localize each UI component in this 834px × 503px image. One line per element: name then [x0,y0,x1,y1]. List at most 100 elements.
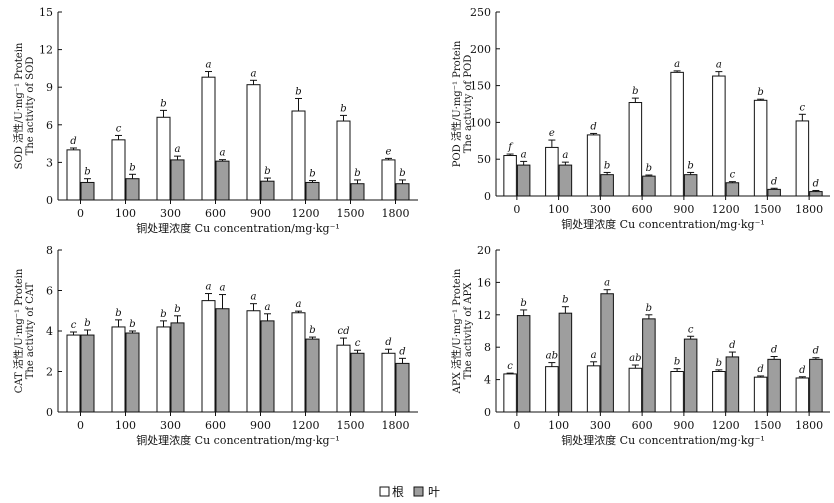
bar-leaf [516,315,531,413]
significance-letter: c [355,338,361,349]
bar-leaf [215,160,230,201]
significance-letter: b [354,168,360,179]
significance-letter: a [591,350,597,361]
bar-leaf [170,159,185,201]
bar-leaf [767,358,781,413]
bar-root [753,99,768,197]
significance-letter: d [70,136,76,147]
significance-letter: d [813,346,819,357]
y-axis-label: SOD 活性/U·mg⁻¹ Protein [12,42,25,169]
legend-swatch-root [379,486,390,497]
significance-letter: b [340,103,346,114]
significance-letter: a [251,292,257,303]
bar-leaf [767,188,781,197]
x-tick-label: 1500 [337,207,365,220]
x-tick-label: 1500 [753,203,781,216]
significance-letter: d [757,364,763,375]
x-tick-label: 100 [548,203,569,216]
significance-letter: b [129,319,135,330]
x-tick-label: 1200 [712,419,740,432]
bar-root [545,366,559,413]
bar-leaf [260,320,275,413]
bar-root [246,84,261,201]
y-axis-label: APX 活性/U·mg⁻¹ Protein [450,268,463,394]
significance-letter: c [730,170,736,181]
x-axis-label: 铜处理浓度 Cu concentration/mg·kg⁻¹ [136,433,340,447]
significance-letter: a [604,278,610,289]
significance-letter: e [386,146,392,157]
x-tick-label: 100 [115,419,136,432]
x-tick-label: 1200 [712,203,740,216]
bar-leaf [395,362,410,413]
y-tick-label: 4 [484,374,491,387]
bar-root [291,110,306,201]
significance-letter: b [632,86,638,97]
bar-root [670,71,684,197]
y-axis-label-en: The activity of CAT [25,282,36,379]
y-tick-label: 150 [470,80,491,93]
y-tick-label: 0 [484,190,491,203]
bar-leaf [558,164,573,197]
bar-root [66,334,81,413]
chart-panel-3: 0 2 4 6 8 CAT 活性/U·mg⁻¹ Protein The activity o… [12,244,418,447]
y-tick-label: 200 [470,43,491,56]
bar-leaf [725,356,740,413]
x-axis-label: 铜处理浓度 Cu concentration/mg·kg⁻¹ [136,221,340,235]
bar-leaf [558,312,573,413]
x-tick-label: 900 [673,419,694,432]
chart-panel-1: 0 3 6 9 12 15 SOD 活性/U·mg⁻¹ Protein The activit… [12,6,418,235]
y-tick-label: 8 [484,341,491,354]
legend-label-leaf: 叶 [428,485,440,499]
bar-root [628,102,643,197]
x-tick-label: 1800 [382,419,410,432]
significance-letter: b [160,309,166,320]
bar-root [291,312,306,413]
bar-root [246,310,261,413]
significance-letter: b [309,169,315,180]
significance-letter: a [562,150,568,161]
y-tick-label: 6 [46,285,53,298]
x-tick-label: 600 [205,207,226,220]
bar-root [712,75,726,197]
significance-letter: b [115,308,121,319]
x-tick-label: 0 [513,203,520,216]
significance-letter: c [116,123,122,134]
significance-letter: a [296,299,302,310]
significance-letter: a [175,144,181,155]
significance-letter: b [264,166,270,177]
bar-root [336,344,351,413]
significance-letter: b [84,318,90,329]
significance-letter: b [84,167,90,178]
significance-letter: a [674,59,680,70]
y-axis-label: CAT 活性/U·mg⁻¹ Protein [12,268,25,393]
y-tick-label: 9 [46,81,53,94]
bar-leaf [80,334,95,413]
significance-letter: d [399,346,405,357]
y-axis-label: POD 活性/U·mg⁻¹ Protein [450,40,463,167]
bar-root [503,155,517,197]
y-tick-label: 6 [46,119,53,132]
bar-root [670,371,684,413]
significance-letter: d [590,121,596,132]
significance-letter: a [206,60,212,71]
x-tick-label: 300 [590,419,611,432]
significance-letter: cd [337,326,349,337]
x-tick-label: 1800 [382,207,410,220]
bar-root [336,120,351,201]
y-tick-label: 16 [477,276,491,289]
legend-swatch-leaf [413,486,424,497]
significance-letter: c [71,320,77,331]
bar-root [201,300,216,413]
x-tick-label: 900 [673,203,694,216]
x-tick-label: 1500 [337,419,365,432]
y-axis-label-en: The activity of APX [463,282,474,380]
bar-leaf [350,352,365,413]
bar-leaf [725,182,740,197]
bar-root [628,367,643,413]
bar-root [586,365,601,413]
y-tick-label: 2 [46,366,53,379]
x-tick-label: 600 [632,203,653,216]
x-axis-label: 铜处理浓度 Cu concentration/mg·kg⁻¹ [561,217,765,231]
bar-leaf [80,181,95,201]
bar-leaf [395,183,410,201]
